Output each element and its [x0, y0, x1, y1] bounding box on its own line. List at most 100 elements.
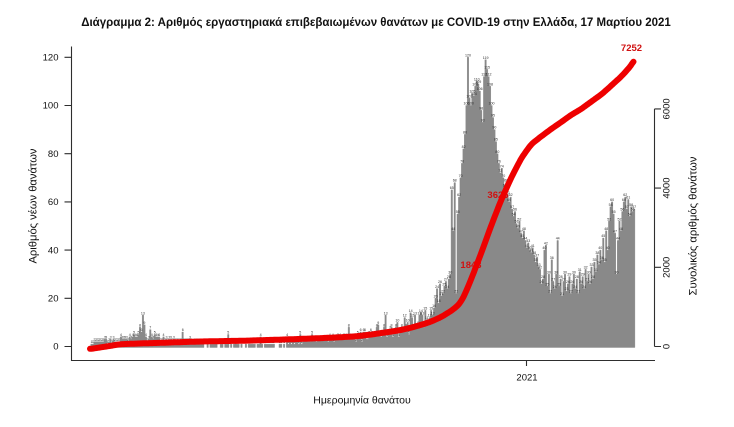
svg-text:13: 13: [431, 311, 435, 315]
svg-text:14: 14: [419, 309, 423, 313]
svg-text:8: 8: [391, 323, 393, 327]
svg-text:20: 20: [48, 294, 59, 305]
svg-text:7: 7: [149, 326, 151, 330]
svg-text:30: 30: [554, 270, 558, 274]
svg-text:1: 1: [107, 340, 109, 344]
svg-text:48: 48: [604, 227, 608, 231]
svg-text:36: 36: [550, 256, 554, 260]
svg-text:2: 2: [108, 338, 110, 342]
svg-text:32: 32: [584, 266, 588, 270]
svg-text:8: 8: [348, 323, 350, 327]
svg-text:1: 1: [111, 340, 113, 344]
svg-text:120: 120: [465, 53, 471, 57]
svg-text:3: 3: [121, 335, 123, 339]
svg-text:34: 34: [597, 261, 601, 265]
svg-text:28: 28: [541, 275, 545, 279]
svg-text:31: 31: [578, 268, 582, 272]
svg-text:98: 98: [479, 106, 483, 110]
svg-text:2: 2: [146, 338, 148, 342]
svg-text:3: 3: [110, 335, 112, 339]
svg-text:4: 4: [260, 333, 262, 337]
svg-text:2: 2: [101, 338, 103, 342]
svg-text:112: 112: [486, 73, 492, 77]
svg-text:68: 68: [504, 179, 508, 183]
svg-text:4000: 4000: [662, 178, 673, 199]
svg-text:2000: 2000: [662, 257, 673, 278]
svg-text:106: 106: [477, 87, 483, 91]
svg-text:3: 3: [104, 335, 106, 339]
svg-text:2: 2: [361, 338, 363, 342]
svg-text:38: 38: [595, 251, 599, 255]
svg-text:4: 4: [135, 333, 137, 337]
svg-text:30: 30: [547, 270, 551, 274]
svg-text:65: 65: [450, 186, 454, 190]
svg-text:20: 20: [434, 294, 438, 298]
svg-text:40: 40: [48, 245, 59, 256]
svg-text:1843: 1843: [460, 260, 481, 271]
svg-text:Αριθμός νέων θανάτων: Αριθμός νέων θανάτων: [28, 148, 40, 263]
svg-text:40: 40: [528, 246, 532, 250]
svg-text:30: 30: [587, 270, 591, 274]
svg-text:Συνολικός αριθμός θανάτων: Συνολικός αριθμός θανάτων: [688, 156, 700, 295]
svg-text:6: 6: [182, 328, 184, 332]
svg-text:4: 4: [129, 333, 131, 337]
svg-text:24: 24: [553, 285, 557, 289]
svg-text:45: 45: [520, 234, 524, 238]
svg-text:23: 23: [565, 287, 569, 291]
svg-text:Διάγραμμα 2: Αριθμός εργαστηρι: Διάγραμμα 2: Αριθμός εργαστηριακά επιβεβ…: [81, 17, 671, 29]
svg-text:22: 22: [454, 290, 458, 294]
svg-text:5: 5: [311, 331, 313, 335]
svg-text:4: 4: [155, 333, 157, 337]
svg-text:58: 58: [609, 203, 613, 207]
svg-text:48: 48: [522, 227, 526, 231]
svg-text:4: 4: [132, 333, 134, 337]
svg-text:2: 2: [95, 338, 97, 342]
svg-text:8: 8: [395, 323, 397, 327]
svg-text:52: 52: [618, 217, 622, 221]
svg-text:108: 108: [472, 82, 478, 86]
svg-text:70: 70: [459, 174, 463, 178]
svg-text:103: 103: [466, 94, 472, 98]
svg-text:57: 57: [632, 205, 636, 209]
svg-text:55: 55: [612, 210, 616, 214]
svg-text:2021: 2021: [516, 373, 537, 384]
svg-text:39: 39: [529, 249, 533, 253]
svg-text:3: 3: [130, 335, 132, 339]
svg-text:57: 57: [625, 205, 629, 209]
svg-text:4: 4: [163, 333, 165, 337]
svg-text:115: 115: [484, 65, 490, 69]
svg-text:44: 44: [556, 237, 560, 241]
svg-text:80: 80: [48, 149, 59, 160]
svg-text:2: 2: [114, 338, 116, 342]
svg-text:38: 38: [532, 251, 536, 255]
svg-text:27: 27: [585, 278, 589, 282]
svg-text:3625: 3625: [487, 190, 509, 201]
svg-text:82: 82: [462, 145, 466, 149]
svg-text:26: 26: [540, 280, 544, 284]
svg-text:112: 112: [481, 73, 487, 77]
svg-text:28: 28: [447, 275, 451, 279]
svg-text:110: 110: [474, 78, 480, 82]
svg-text:2: 2: [102, 338, 104, 342]
svg-text:21: 21: [560, 292, 564, 296]
svg-text:100: 100: [489, 102, 495, 106]
svg-text:28: 28: [559, 275, 563, 279]
svg-text:54: 54: [512, 213, 516, 217]
svg-text:30: 30: [448, 270, 452, 274]
svg-text:4: 4: [157, 333, 159, 337]
svg-text:6: 6: [363, 328, 365, 332]
svg-text:8: 8: [376, 323, 378, 327]
svg-text:12: 12: [403, 314, 407, 318]
svg-text:1: 1: [91, 340, 93, 344]
svg-text:72: 72: [498, 169, 502, 173]
svg-text:47: 47: [519, 229, 523, 233]
svg-text:6: 6: [364, 328, 366, 332]
svg-text:62: 62: [509, 193, 513, 197]
svg-text:2: 2: [127, 338, 129, 342]
svg-text:24: 24: [573, 285, 577, 289]
svg-text:43: 43: [526, 239, 530, 243]
svg-text:40: 40: [542, 246, 546, 250]
svg-text:4: 4: [145, 333, 147, 337]
svg-text:108: 108: [487, 82, 493, 86]
svg-text:30: 30: [615, 270, 619, 274]
